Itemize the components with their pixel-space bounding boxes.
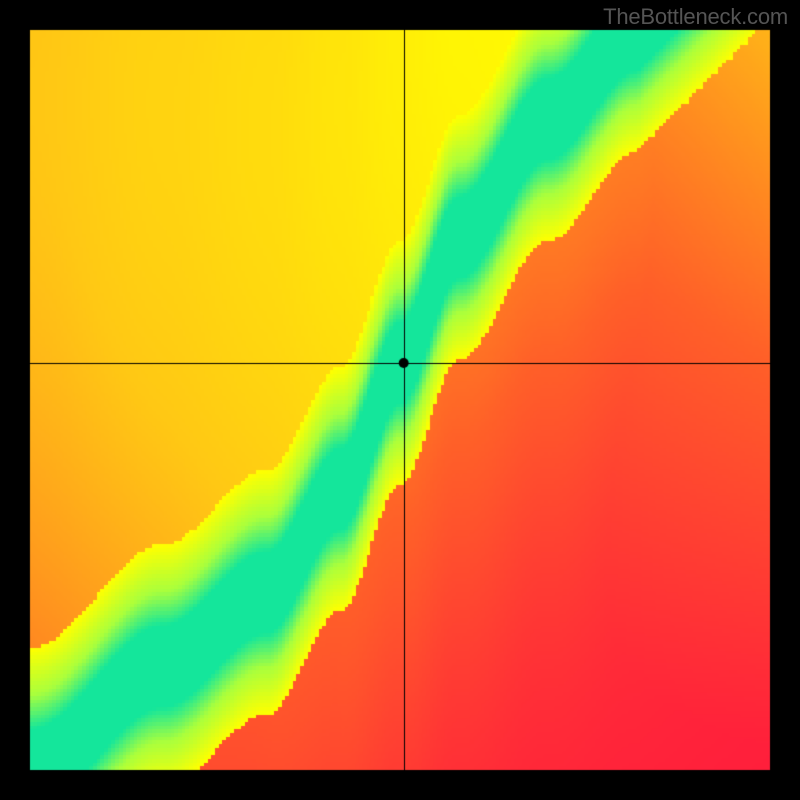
bottleneck-heatmap xyxy=(0,0,800,800)
watermark-text: TheBottleneck.com xyxy=(603,4,788,30)
